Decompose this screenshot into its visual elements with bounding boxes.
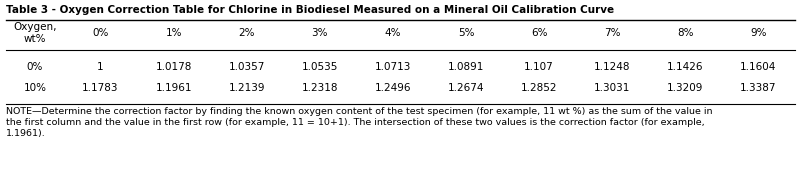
- Text: 8%: 8%: [677, 28, 694, 38]
- Text: 3%: 3%: [312, 28, 328, 38]
- Text: 1.3209: 1.3209: [667, 83, 703, 93]
- Text: 1.2674: 1.2674: [448, 83, 485, 93]
- Text: Table 3 - Oxygen Correction Table for Chlorine in Biodiesel Measured on a Minera: Table 3 - Oxygen Correction Table for Ch…: [6, 5, 614, 15]
- Text: 5%: 5%: [458, 28, 474, 38]
- Text: 6%: 6%: [531, 28, 547, 38]
- Text: 1.3387: 1.3387: [740, 83, 777, 93]
- Text: 1: 1: [97, 62, 104, 72]
- Text: 7%: 7%: [604, 28, 621, 38]
- Text: NOTE—Determine the correction factor by finding the known oxygen content of the : NOTE—Determine the correction factor by …: [6, 107, 713, 116]
- Text: 1.2852: 1.2852: [521, 83, 557, 93]
- Text: 1.2318: 1.2318: [302, 83, 338, 93]
- Text: 1.1604: 1.1604: [740, 62, 777, 72]
- Text: 1.0535: 1.0535: [302, 62, 338, 72]
- Text: 1.1248: 1.1248: [594, 62, 630, 72]
- Text: the first column and the value in the first row (for example, 11 = 10+1). The in: the first column and the value in the fi…: [6, 118, 705, 127]
- Text: 1.0713: 1.0713: [375, 62, 411, 72]
- Text: 0%: 0%: [92, 28, 109, 38]
- Text: 0%: 0%: [26, 62, 43, 72]
- Text: 1.2139: 1.2139: [228, 83, 265, 93]
- Text: 1.107: 1.107: [525, 62, 554, 72]
- Text: 4%: 4%: [384, 28, 401, 38]
- Text: 1.0891: 1.0891: [448, 62, 485, 72]
- Text: 2%: 2%: [239, 28, 255, 38]
- Text: 1.1961).: 1.1961).: [6, 129, 46, 138]
- Text: 1.2496: 1.2496: [375, 83, 411, 93]
- Text: 1.0178: 1.0178: [155, 62, 191, 72]
- Text: 10%: 10%: [23, 83, 46, 93]
- Text: 1.0357: 1.0357: [228, 62, 265, 72]
- Text: 9%: 9%: [751, 28, 767, 38]
- Text: Oxygen,
wt%: Oxygen, wt%: [14, 22, 57, 44]
- Text: 1.1783: 1.1783: [83, 83, 119, 93]
- Text: 1%: 1%: [165, 28, 182, 38]
- Text: 1.1961: 1.1961: [155, 83, 192, 93]
- Text: 1.3031: 1.3031: [594, 83, 630, 93]
- Text: 1.1426: 1.1426: [667, 62, 703, 72]
